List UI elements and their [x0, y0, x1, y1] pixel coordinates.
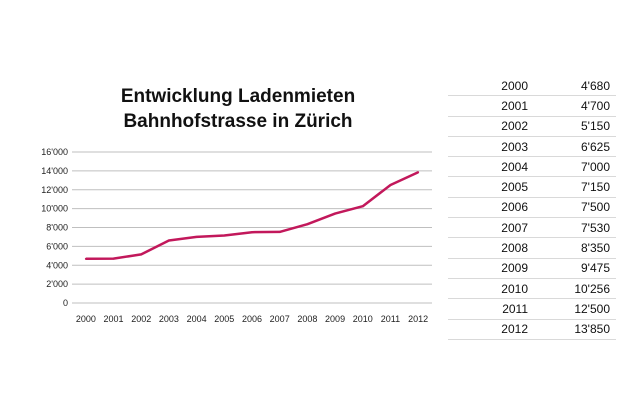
- table-row: 2008 8'350: [448, 237, 616, 259]
- x-axis-ticks: 2000 2001 2002 2003 2004 2005 2006 2007 2008 2009…: [76, 314, 428, 324]
- chart-title: Entwicklung Ladenmieten Bahnhofstrasse i…: [78, 84, 398, 134]
- table-cell-value: 9'475: [530, 258, 616, 279]
- data-point: [223, 234, 226, 237]
- y-tick-label: 16'000: [41, 147, 68, 157]
- table-row: 2009 9'475: [448, 258, 616, 279]
- data-point: [195, 235, 198, 238]
- data-point: [417, 171, 420, 174]
- x-tick-label: 2008: [297, 314, 317, 324]
- data-point: [167, 239, 170, 242]
- data-point: [112, 257, 115, 260]
- data-point: [361, 205, 364, 208]
- table-row: 2002 5'150: [448, 116, 616, 137]
- table-cell-value: 12'500: [530, 298, 616, 320]
- table-cell-value: 4'700: [530, 95, 616, 117]
- x-tick-label: 2010: [353, 314, 373, 324]
- table-cell-year: 2012: [448, 319, 530, 340]
- data-point: [251, 231, 253, 234]
- table-cell-year: 2004: [448, 156, 530, 178]
- table-cell-year: 2002: [448, 116, 530, 137]
- x-tick-label: 2004: [187, 314, 207, 324]
- y-tick-label: 14'000: [41, 166, 68, 176]
- x-tick-label: 2006: [242, 314, 262, 324]
- table-cell-year: 2009: [448, 258, 530, 279]
- x-tick-label: 2003: [159, 314, 179, 324]
- data-point: [334, 212, 337, 215]
- table-cell-year: 2003: [448, 136, 530, 158]
- x-tick-label: 2002: [131, 314, 151, 324]
- table-row: 2012 13'850: [448, 319, 616, 340]
- y-axis-ticks: 0 2'000 4'000 6'000 8'000 10'000 12'000 14'000 1…: [41, 147, 68, 308]
- x-tick-label: 2005: [214, 314, 234, 324]
- y-tick-label: 6'000: [46, 241, 68, 251]
- grid-lines: [72, 151, 432, 304]
- table-cell-year: 2000: [448, 76, 530, 97]
- table-cell-year: 2007: [448, 217, 530, 239]
- table-cell-value: 10'256: [530, 278, 616, 300]
- data-table-body: 2000 4'680 2001 4'700 2002 5'150 2003 6'625 2004…: [448, 76, 616, 340]
- table-cell-year: 2005: [448, 176, 530, 198]
- table-row: 2003 6'625: [448, 136, 616, 158]
- table-cell-value: 13'850: [530, 319, 616, 340]
- table-cell-year: 2001: [448, 95, 530, 117]
- y-tick-label: 2'000: [46, 279, 68, 289]
- data-point: [306, 223, 309, 226]
- table-cell-value: 4'680: [530, 76, 616, 97]
- table-cell-value: 7'500: [530, 197, 616, 219]
- table-row: 2005 7'150: [448, 176, 616, 198]
- table-row: 2004 7'000: [448, 156, 616, 178]
- y-tick-label: 10'000: [41, 204, 68, 214]
- table-row: 2006 7'500: [448, 197, 616, 219]
- table-cell-year: 2006: [448, 197, 530, 219]
- table-cell-value: 6'625: [530, 136, 616, 158]
- y-tick-label: 8'000: [46, 223, 68, 233]
- chart-title-line-2: Bahnhofstrasse in Zürich: [123, 111, 353, 132]
- x-tick-label: 2007: [270, 314, 290, 324]
- table-cell-year: 2010: [448, 278, 530, 300]
- data-point: [84, 257, 87, 260]
- y-tick-label: 4'000: [46, 260, 68, 270]
- x-tick-label: 2009: [325, 314, 345, 324]
- x-tick-label: 2001: [104, 314, 124, 324]
- data-table: 2000 4'680 2001 4'700 2002 5'150 2003 6'625 2004…: [448, 76, 616, 340]
- table-cell-value: 7'000: [530, 156, 616, 178]
- y-tick-label: 0: [63, 298, 68, 308]
- table-cell-value: 7'530: [530, 217, 616, 239]
- table-cell-value: 7'150: [530, 176, 616, 198]
- table-cell-year: 2008: [448, 237, 530, 259]
- chart-title-line-1: Entwicklung Ladenmieten: [120, 86, 356, 107]
- table-row: 2011 12'500: [448, 298, 616, 320]
- table-cell-year: 2011: [448, 298, 530, 320]
- data-point: [389, 184, 392, 187]
- table-row: 2000 4'680: [448, 76, 616, 97]
- data-point: [278, 230, 281, 233]
- y-tick-label: 12'000: [41, 185, 68, 195]
- x-tick-label: 2012: [408, 314, 428, 324]
- table-row: 2001 4'700: [448, 95, 616, 117]
- x-tick-label: 2011: [381, 314, 400, 324]
- series-line: [85, 171, 419, 261]
- line-chart: 0 2'000 4'000 6'000 8'000 10'000 12'000 14'000 1…: [41, 147, 432, 324]
- table-row: 2010 10'256: [448, 278, 616, 300]
- table-cell-value: 8'350: [530, 237, 616, 259]
- x-tick-label: 2000: [76, 314, 96, 324]
- series-rents: [84, 171, 420, 261]
- table-row: 2007 7'530: [448, 217, 616, 239]
- table-cell-value: 5'150: [530, 116, 616, 137]
- data-point: [140, 253, 143, 256]
